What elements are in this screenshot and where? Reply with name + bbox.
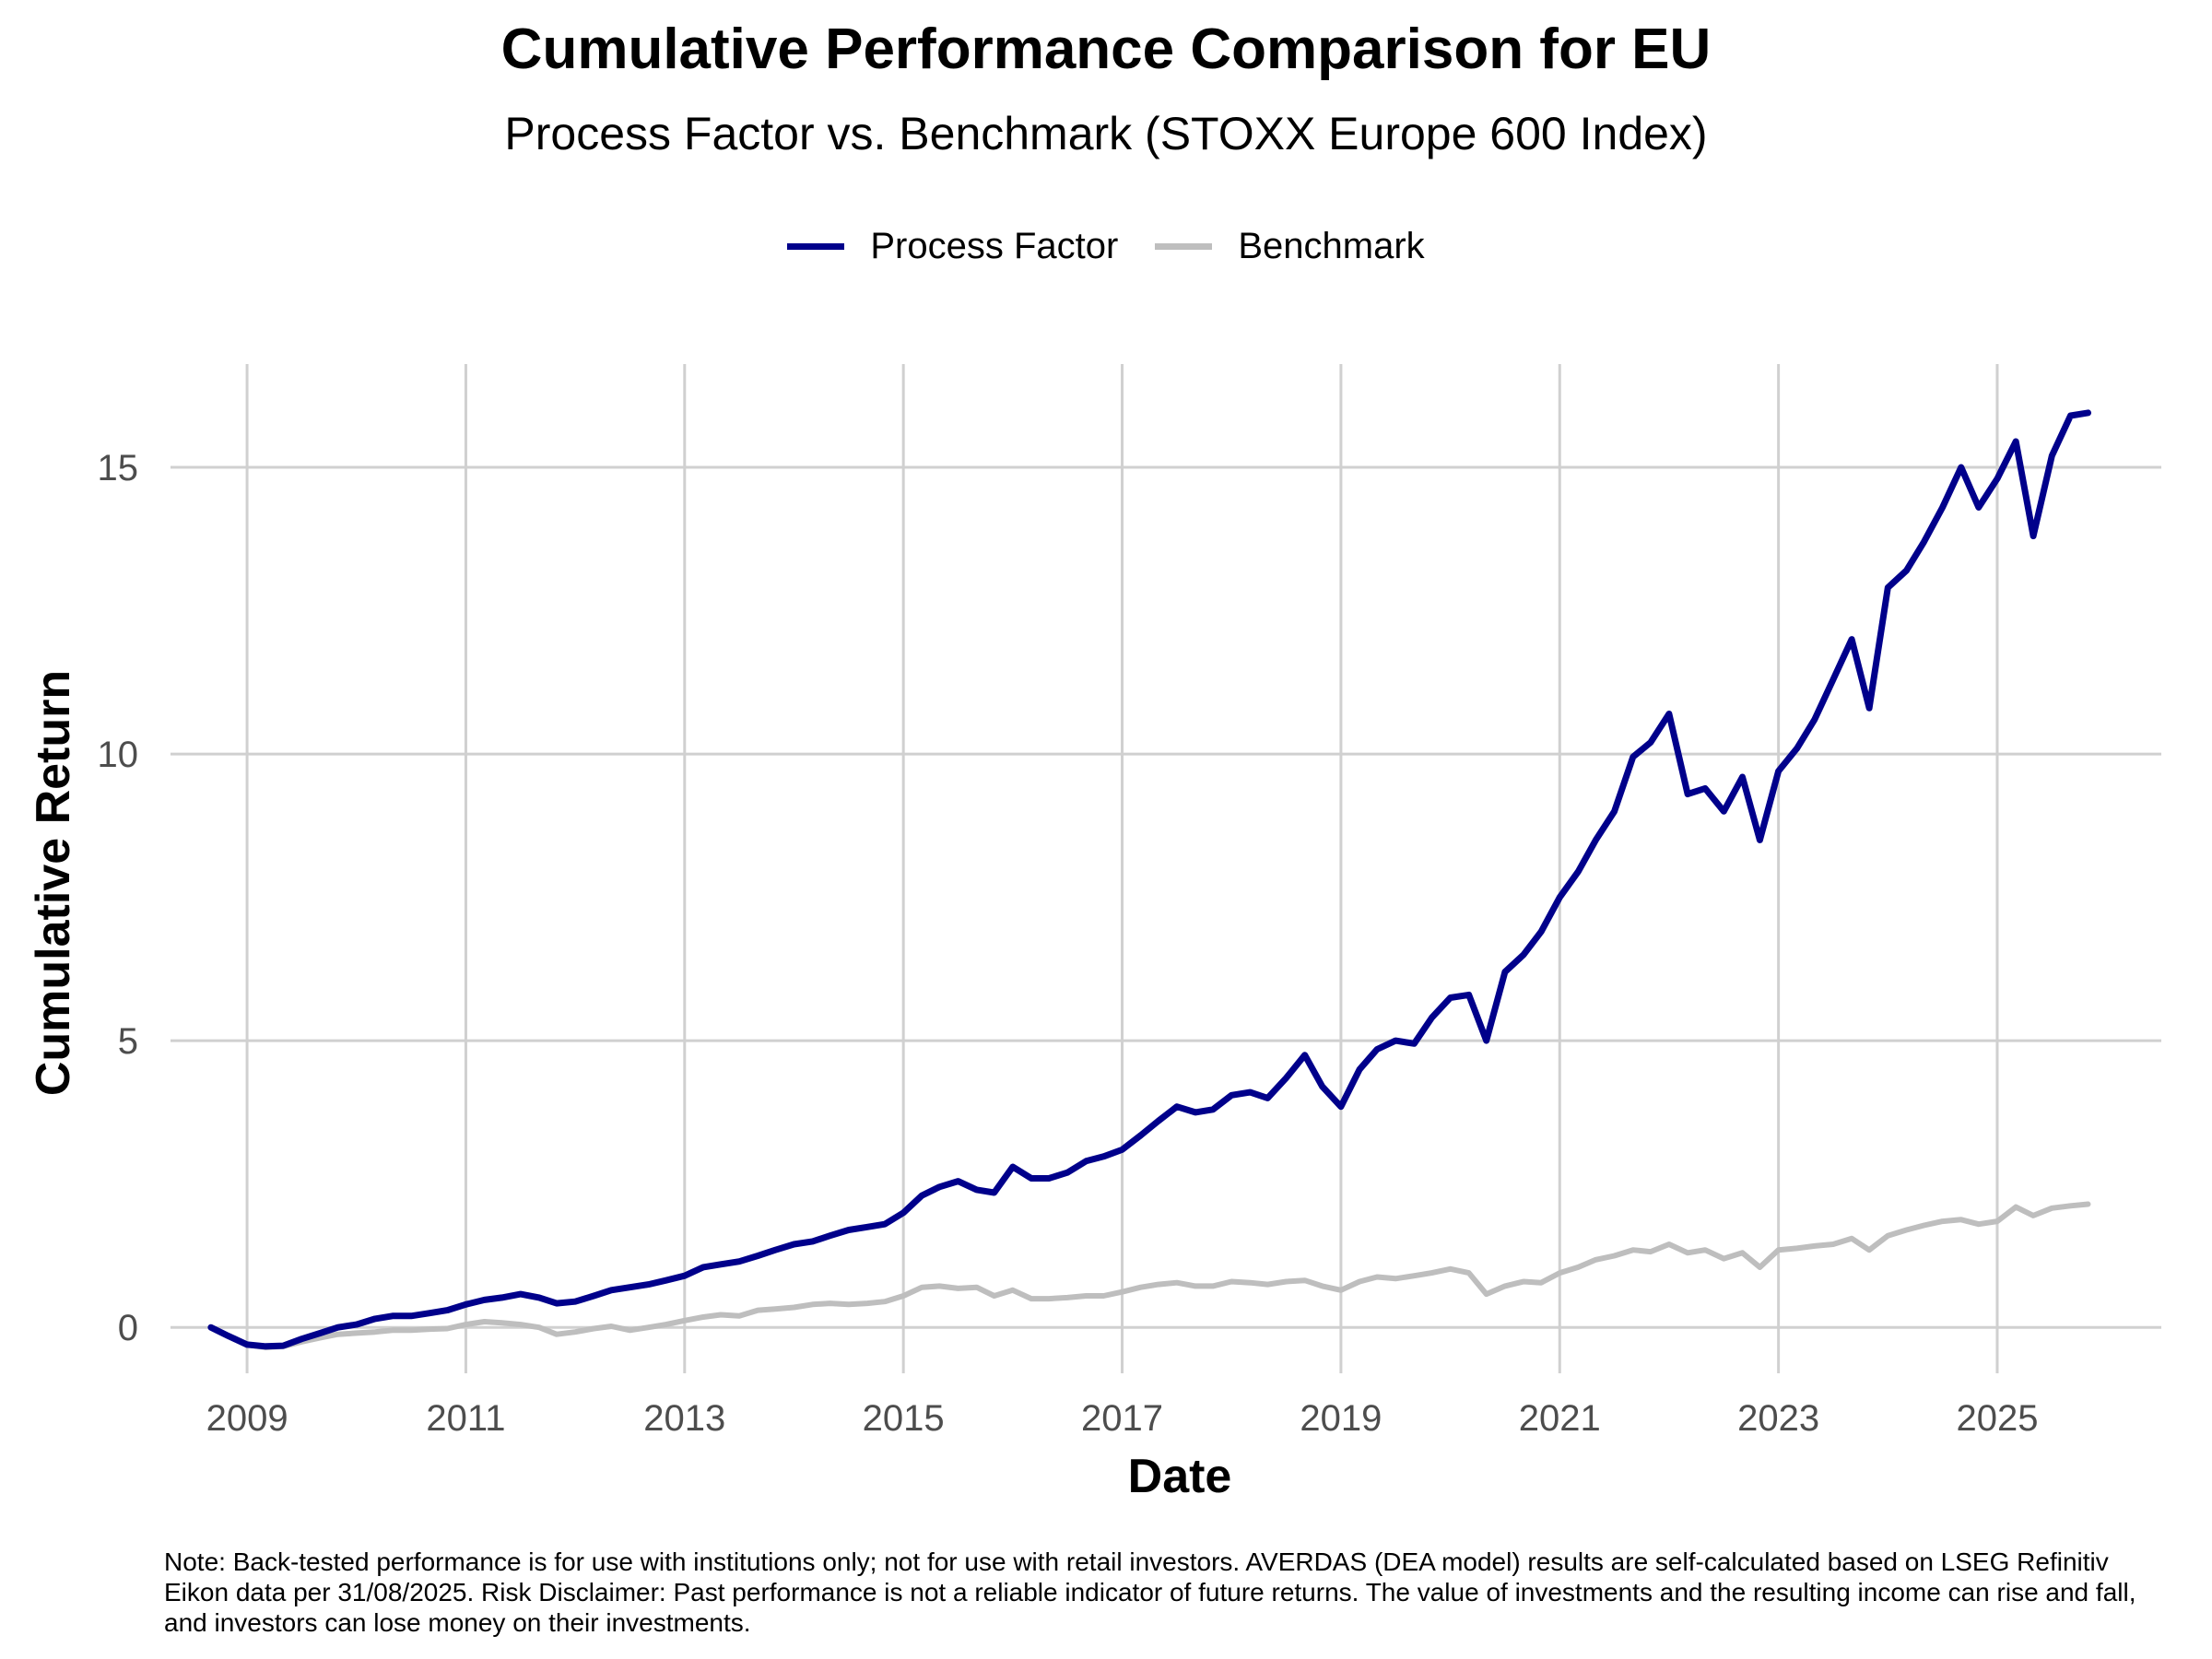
x-tick-label: 2019 (1300, 1398, 1382, 1439)
legend-item-process-factor: Process Factor (787, 226, 1118, 267)
y-tick-label: 0 (118, 1308, 138, 1348)
x-tick-label: 2015 (863, 1398, 945, 1439)
series-line-benchmark (207, 1201, 2091, 1350)
x-tick-label: 2011 (426, 1398, 505, 1439)
legend-swatch-benchmark (1155, 243, 1213, 250)
x-tick-label: 2023 (1737, 1398, 1819, 1439)
chart-legend: Process Factor Benchmark (0, 226, 2212, 267)
legend-label-process-factor: Process Factor (870, 226, 1119, 266)
series-line-process-factor (207, 409, 2091, 1350)
disclaimer-note: Note: Back-tested performance is for use… (164, 1547, 2136, 1638)
y-tick-label: 15 (98, 448, 139, 488)
y-axis-label: Cumulative Return (27, 669, 80, 1097)
x-tick-label: 2025 (1956, 1398, 2038, 1439)
y-tick-label: 5 (118, 1021, 138, 1062)
x-axis-label: Date (1127, 1450, 1232, 1503)
y-tick-label: 10 (98, 735, 139, 775)
legend-item-benchmark: Benchmark (1155, 226, 1425, 267)
chart-subtitle: Process Factor vs. Benchmark (STOXX Euro… (504, 108, 1708, 159)
x-tick-label: 2013 (643, 1398, 725, 1439)
x-tick-label: 2009 (206, 1398, 288, 1439)
legend-label-benchmark: Benchmark (1238, 226, 1425, 266)
x-tick-label: 2017 (1081, 1398, 1163, 1439)
legend-swatch-process-factor (787, 243, 845, 250)
x-tick-label: 2021 (1519, 1398, 1601, 1439)
chart-title: Cumulative Performance Comparison for EU (500, 18, 1712, 81)
